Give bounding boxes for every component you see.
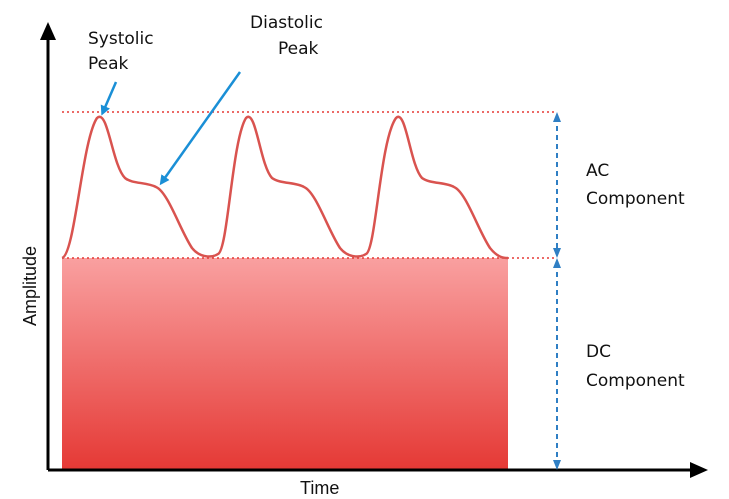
dc-component-label-line1: DC <box>586 342 611 362</box>
ac-component-label-line2: Component <box>586 189 685 209</box>
y-axis-label: Amplitude <box>20 246 40 326</box>
systolic-peak-arrow <box>100 81 118 116</box>
diastolic-peak-label-line2: Peak <box>278 39 319 59</box>
ppg-waveform <box>61 115 509 260</box>
diastolic-peak-label-line1: Diastolic <box>250 13 323 33</box>
ac-component-label-line1: AC <box>586 161 609 181</box>
systolic-peak-label-line1: Systolic <box>88 29 154 49</box>
x-axis-label: Time <box>300 478 339 498</box>
dc-component-area <box>62 258 508 470</box>
dc-component-label-line2: Component <box>586 371 685 391</box>
y-axis-arrowhead <box>40 22 56 40</box>
diastolic-peak-arrow <box>159 71 242 186</box>
x-axis-arrowhead <box>690 462 708 478</box>
systolic-peak-label-line2: Peak <box>88 54 129 74</box>
